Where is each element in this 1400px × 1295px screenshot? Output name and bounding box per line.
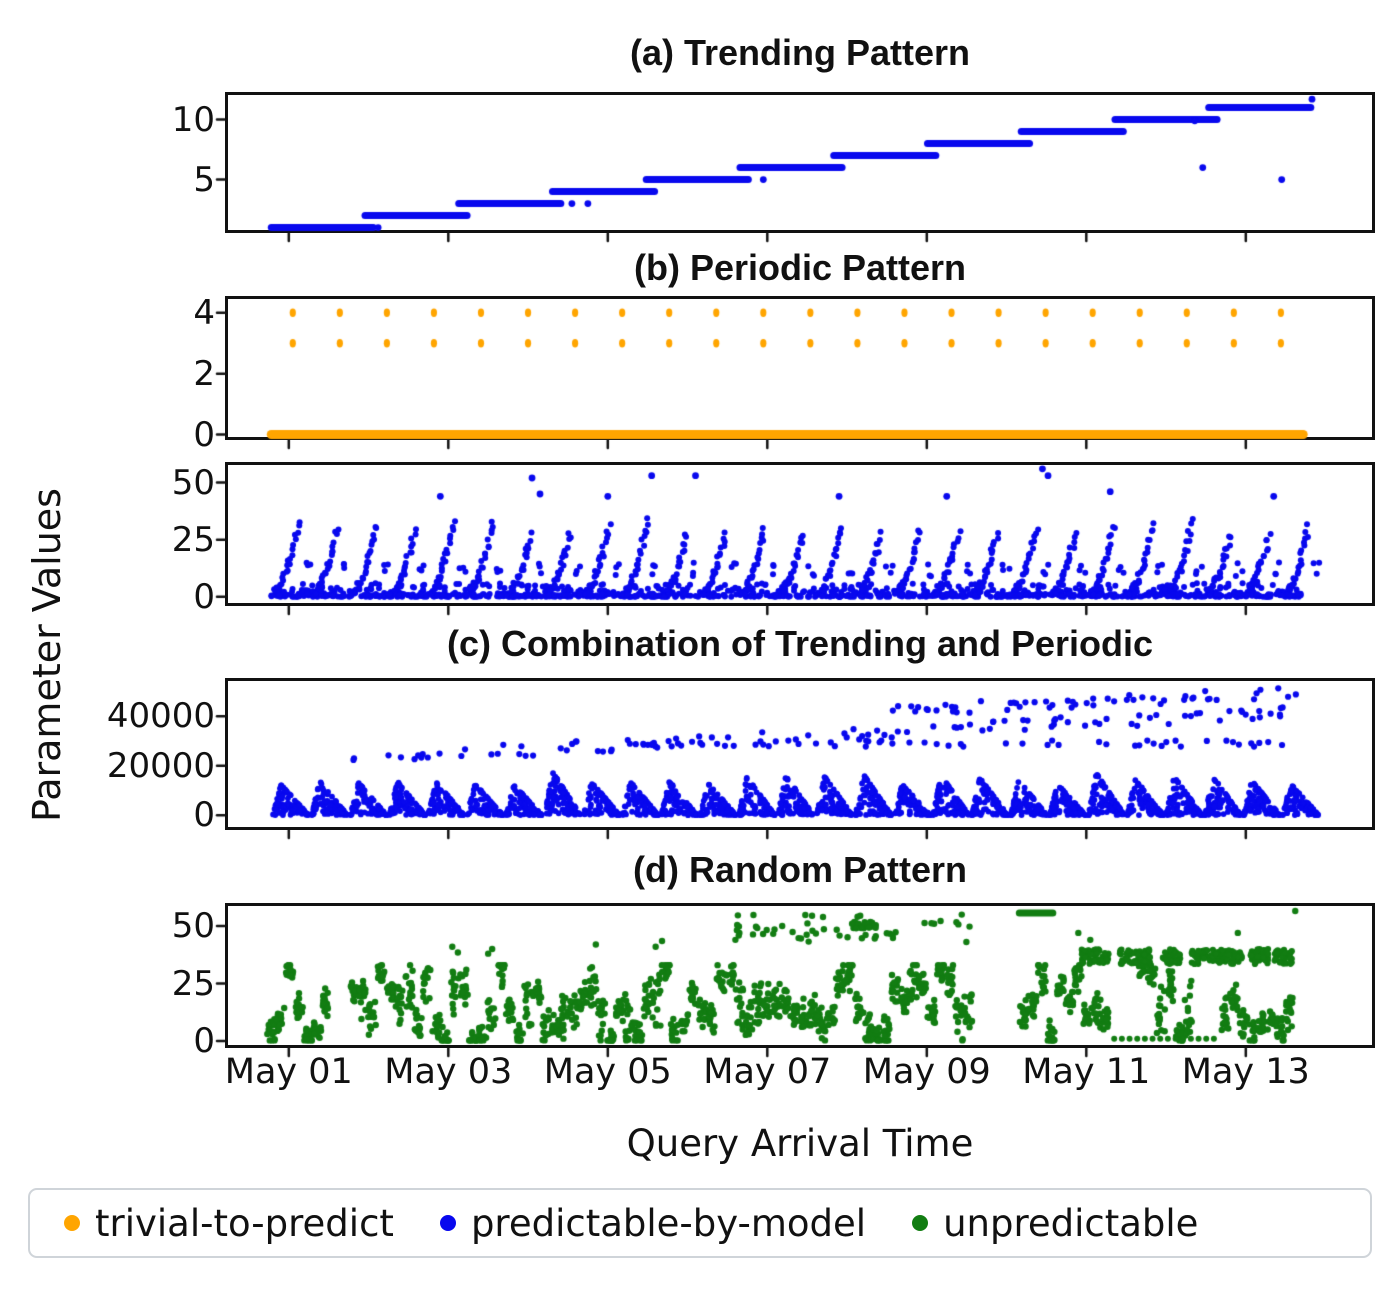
panel-a-plot (225, 92, 1375, 233)
legend-label: unpredictable (943, 1201, 1199, 1245)
panel-d-ytick-25: 25 (171, 963, 215, 1004)
legend-item-trivial-to-predict: trivial-to-predict (64, 1202, 394, 1245)
xtick-may-13: May 13 (1181, 1052, 1310, 1092)
legend: trivial-to-predict predictable-by-model … (28, 1188, 1372, 1258)
panel-d-title: (d) Random Pattern (632, 849, 967, 890)
panel-c-ytick-40000: 40000 (106, 696, 215, 737)
orange-dot-icon (64, 1215, 80, 1231)
panel-b1-ytick-2: 2 (193, 353, 215, 394)
panel-b2-ytick-25: 25 (171, 519, 215, 560)
panel-b2-ytick-0: 0 (193, 576, 215, 617)
panel-c-title: (c) Combination of Trending and Periodic (446, 623, 1153, 664)
panel-d-plot (225, 903, 1375, 1048)
legend-item-predictable-by-model: predictable-by-model (439, 1201, 867, 1245)
legend-item-unpredictable: unpredictable (912, 1202, 1198, 1245)
panel-b2-ytick-50: 50 (171, 462, 215, 503)
panel-d-ytick-50: 50 (171, 906, 215, 947)
panel-c-ytick-20000: 20000 (106, 745, 215, 786)
green-dot-icon (912, 1215, 929, 1231)
blue-dot-icon (439, 1215, 456, 1231)
legend-label: trivial-to-predict (95, 1201, 394, 1245)
panel-b-top-plot (225, 296, 1375, 440)
panel-b1-ytick-0: 0 (193, 414, 215, 455)
x-axis-label: Query Arrival Time (626, 1122, 974, 1165)
panel-b1-ytick-4: 4 (193, 292, 215, 333)
legend-label: predictable-by-model (470, 1201, 867, 1245)
panel-a-ytick-5: 5 (193, 159, 215, 200)
panel-b-bottom-plot (225, 462, 1375, 606)
panel-b-title: (b) Periodic Pattern (633, 247, 967, 288)
panel-a-ytick-10: 10 (171, 99, 215, 140)
panel-a-title: (a) Trending Pattern (629, 32, 971, 73)
panel-c-ytick-0: 0 (193, 795, 215, 836)
panel-c-plot (225, 678, 1375, 830)
